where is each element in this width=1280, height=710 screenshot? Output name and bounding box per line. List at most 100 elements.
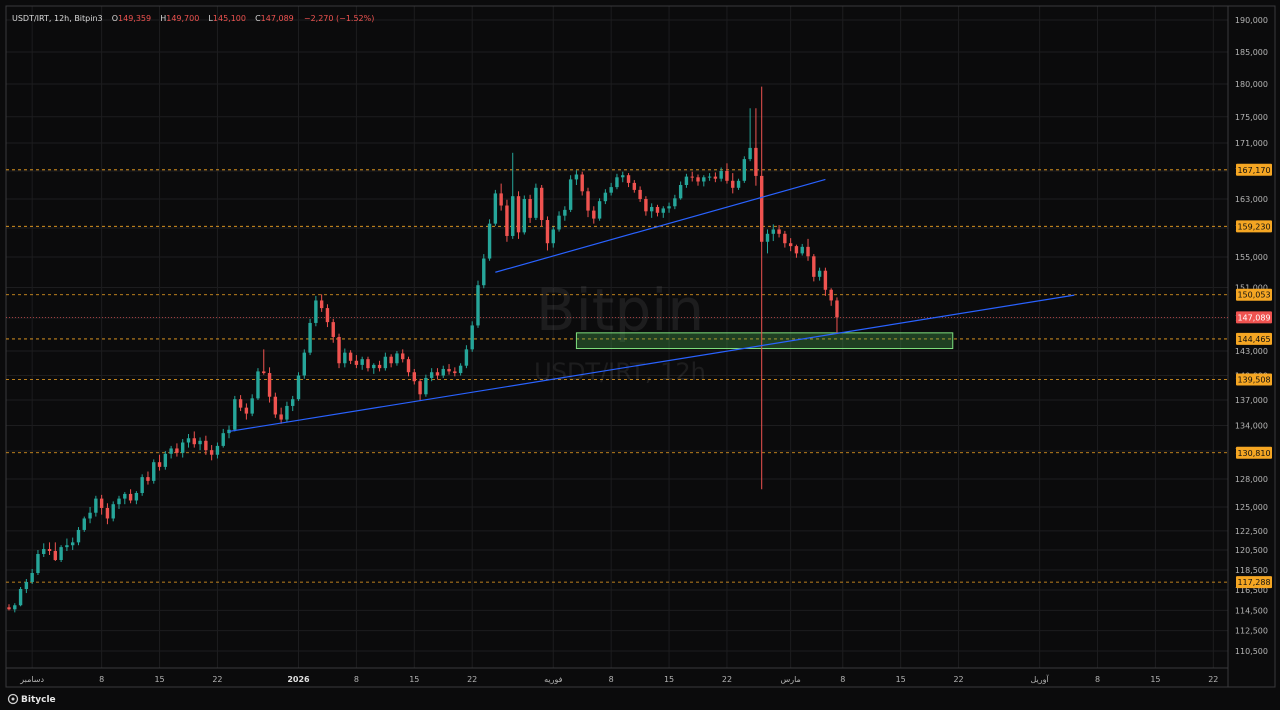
candle-body (447, 368, 451, 372)
candle-body (690, 176, 694, 178)
candle-body (70, 542, 75, 546)
level-price-tag: 159,230 (1236, 220, 1272, 233)
level-price-tag-text: 159,230 (1237, 222, 1270, 231)
x-tick-label: 22 (953, 675, 963, 684)
last-price-tag-bg (1236, 311, 1272, 324)
candle (447, 364, 451, 375)
legend-low: 145,100 (213, 14, 246, 23)
candle (748, 108, 752, 162)
candle-body (238, 399, 243, 408)
y-tick-label: 128,000 (1235, 475, 1268, 484)
candle-body (742, 159, 747, 181)
candle (453, 367, 457, 377)
candle-body (511, 196, 515, 236)
candle-body (794, 246, 799, 254)
candle-body (192, 438, 196, 445)
candle (603, 189, 608, 205)
trendline (228, 294, 1075, 433)
candle (487, 219, 492, 261)
candle (360, 356, 364, 370)
candle (597, 198, 602, 221)
candle-body (418, 381, 422, 395)
y-tick-label: 120,500 (1235, 546, 1268, 555)
level-price-tag: 144,465 (1236, 332, 1272, 345)
candle (794, 244, 799, 258)
candle (262, 349, 266, 375)
x-tick-label: 8 (99, 675, 104, 684)
candle (754, 108, 758, 186)
candle (82, 516, 86, 532)
candle-body (678, 185, 683, 199)
x-tick-label: 8 (1095, 675, 1100, 684)
candle-body (395, 353, 399, 364)
candle (696, 174, 700, 186)
candle-body (464, 349, 469, 366)
candle (528, 194, 532, 223)
candle-body (383, 356, 388, 369)
candle (36, 550, 40, 575)
candle (667, 202, 671, 213)
candle (545, 216, 550, 251)
candle-body (65, 545, 69, 548)
candle-body (424, 377, 428, 395)
legend-high-label: H (160, 14, 166, 23)
candle (256, 368, 260, 400)
candle (673, 194, 677, 210)
candle (435, 368, 440, 380)
candle (563, 206, 567, 221)
candle (128, 489, 133, 504)
candle (192, 431, 196, 448)
candle-body (134, 493, 139, 501)
bitycle-logo-icon (7, 693, 19, 705)
candle (30, 569, 34, 584)
candle-body (250, 398, 254, 414)
candle (731, 173, 735, 194)
candle (186, 434, 191, 448)
candle-body (262, 371, 266, 374)
y-tick-label: 137,000 (1235, 396, 1268, 405)
candle-body (296, 375, 301, 400)
candle (458, 363, 463, 376)
level-price-tag-bg (1236, 163, 1272, 176)
candle-body (308, 322, 312, 353)
grid-layer (6, 6, 1228, 668)
candle-body (337, 336, 341, 364)
candle-body (233, 399, 237, 430)
x-tick-label: فوریه (544, 675, 563, 684)
level-price-tag: 167,170 (1236, 163, 1272, 176)
footer-brand[interactable]: Bitycle (7, 693, 56, 706)
candle-body (140, 477, 144, 493)
candle-body (30, 573, 34, 582)
candle-body (279, 414, 283, 420)
candle (777, 225, 781, 238)
candle-body (777, 229, 781, 234)
candle-body (499, 193, 503, 206)
candle (719, 167, 723, 182)
candle (238, 395, 243, 412)
candle (175, 443, 179, 457)
y-tick-label: 116,500 (1235, 586, 1268, 595)
level-price-tag-bg (1236, 288, 1272, 301)
candle (221, 428, 225, 448)
candle-body (760, 175, 764, 242)
level-price-tag-bg (1236, 446, 1272, 459)
candle (661, 206, 665, 218)
time-axis: دسامبر 8 15 22 2026 8 15 22 فوریه 8 15 22 مارس 8 15 22 آ… (19, 674, 1218, 684)
candle-body (285, 405, 289, 420)
candle (13, 603, 17, 613)
candle (354, 355, 359, 369)
candle-body (111, 504, 115, 519)
candle-body (105, 507, 110, 519)
candle-body (649, 206, 654, 212)
candle (117, 495, 121, 509)
legend-open: 149,359 (118, 14, 151, 23)
candle (615, 173, 619, 190)
candle (655, 204, 660, 217)
candle-body (441, 368, 445, 376)
candle-body (516, 196, 521, 233)
candle-body (406, 359, 411, 373)
candle-body (82, 518, 86, 530)
candle (771, 224, 775, 242)
candle (800, 243, 804, 256)
